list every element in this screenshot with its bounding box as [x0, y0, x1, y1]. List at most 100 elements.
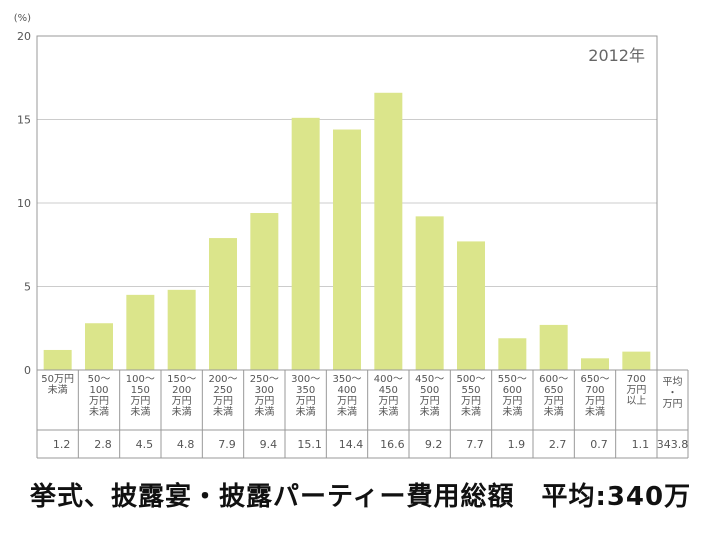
bar [374, 92, 403, 370]
y-tick-label: 20 [17, 30, 31, 43]
category-label: 未満 [213, 406, 233, 418]
category-label: 150～ [167, 374, 196, 385]
bar [581, 358, 609, 370]
category-label: 未満 [296, 406, 316, 418]
average-value: 343.8 [657, 438, 689, 451]
category-label: 450～ [415, 374, 444, 385]
bar-chart: 05101520(%)2012年50万円未満50～100万円未満100～150万… [14, 13, 689, 459]
y-tick-label: 5 [24, 281, 31, 294]
category-label: 100～ [126, 374, 155, 385]
average-label: ・ [668, 388, 678, 399]
bar [291, 117, 320, 370]
category-label: 650 [544, 385, 563, 396]
category-label: 未満 [585, 406, 605, 418]
category-label: 550 [461, 385, 480, 396]
category-label: 250 [213, 385, 232, 396]
category-label: 未満 [130, 406, 150, 418]
y-tick-label: 15 [17, 114, 31, 127]
bar [622, 351, 651, 370]
category-label: 万円 [213, 396, 233, 407]
category-label: 万円 [296, 396, 316, 407]
chart-caption: 挙式、披露宴・披露パーティー費用総額 平均:340万 [30, 482, 692, 512]
category-label: 300 [255, 385, 274, 396]
value-label: 7.9 [218, 438, 236, 451]
category-label: 未満 [544, 406, 564, 418]
value-label: 1.2 [53, 438, 71, 451]
category-label: 100 [89, 385, 108, 396]
category-label: 未満 [172, 406, 192, 418]
value-label: 14.4 [339, 438, 364, 451]
category-label: 350～ [332, 374, 361, 385]
category-label: 500 [420, 385, 439, 396]
average-label: 万円 [663, 399, 683, 410]
category-label: 万円 [337, 396, 357, 407]
category-label: 以上 [626, 395, 646, 407]
category-label: 未満 [48, 384, 68, 396]
value-label: 9.4 [260, 438, 278, 451]
category-label: 万円 [502, 396, 522, 407]
category-label: 250～ [250, 374, 279, 385]
category-label: 未満 [420, 406, 440, 418]
category-label: 万円 [378, 396, 398, 407]
value-label: 0.7 [590, 438, 608, 451]
value-label: 2.7 [549, 438, 567, 451]
category-label: 万円 [89, 396, 109, 407]
category-label: 万円 [420, 396, 440, 407]
category-label: 万円 [544, 396, 564, 407]
category-label: 550～ [498, 374, 527, 385]
value-label: 2.8 [94, 438, 112, 451]
category-label: 600～ [539, 374, 568, 385]
bar [209, 238, 237, 370]
category-label: 未満 [89, 406, 109, 418]
category-label: 万円 [626, 385, 646, 396]
bar [333, 129, 361, 370]
category-label: 未満 [254, 406, 274, 418]
y-tick-label: 0 [24, 364, 31, 377]
category-label: 650～ [580, 374, 609, 385]
bar [498, 338, 527, 370]
category-label: 万円 [172, 396, 192, 407]
category-label: 500～ [456, 374, 485, 385]
bar [126, 294, 155, 370]
bar [85, 323, 113, 370]
value-label: 7.7 [466, 438, 484, 451]
value-label: 9.2 [425, 438, 443, 451]
bar [43, 349, 72, 370]
category-label: 200～ [208, 374, 237, 385]
category-label: 400 [337, 385, 356, 396]
category-label: 未満 [461, 406, 481, 418]
bar [539, 324, 568, 370]
bar [415, 216, 444, 370]
category-label: 200 [172, 385, 191, 396]
category-label: 50万円 [41, 374, 74, 385]
category-label: 未満 [502, 406, 522, 418]
category-label: 万円 [585, 396, 605, 407]
value-label: 1.9 [508, 438, 526, 451]
average-label: 平均 [663, 376, 683, 388]
value-label: 15.1 [297, 438, 322, 451]
bar [167, 289, 196, 370]
category-label: 450 [379, 385, 398, 396]
category-label: 万円 [461, 396, 481, 407]
bar [457, 241, 485, 370]
y-axis-label: (%) [14, 13, 31, 24]
category-label: 未満 [378, 406, 398, 418]
category-label: 700 [585, 385, 604, 396]
category-label: 350 [296, 385, 315, 396]
category-label: 未満 [337, 406, 357, 418]
category-label: 700 [627, 374, 646, 385]
value-label: 4.5 [136, 438, 154, 451]
category-label: 300～ [291, 374, 320, 385]
category-label: 50～ [88, 374, 111, 385]
category-label: 150 [131, 385, 150, 396]
value-label: 1.1 [632, 438, 650, 451]
category-label: 600 [503, 385, 522, 396]
y-tick-label: 10 [17, 197, 31, 210]
value-label: 16.6 [380, 438, 405, 451]
value-label: 4.8 [177, 438, 195, 451]
category-label: 400～ [374, 374, 403, 385]
year-label: 2012年 [588, 46, 645, 65]
bar [250, 213, 279, 370]
category-label: 万円 [254, 396, 274, 407]
category-label: 万円 [130, 396, 150, 407]
